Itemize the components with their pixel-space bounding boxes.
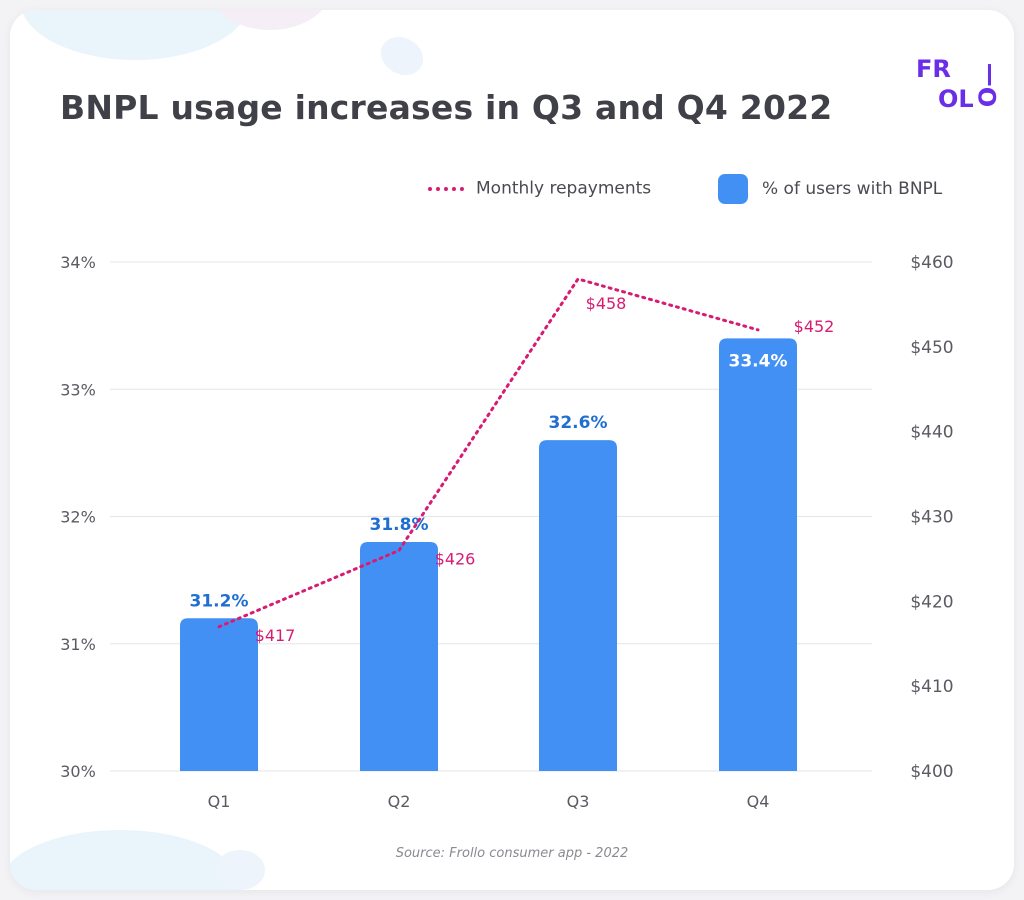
line-data-label: $458 [586,294,627,313]
bar-q2 [360,541,438,771]
y-right-tick-label: $410 [910,677,953,697]
bar-q4 [719,338,797,771]
logo-text-top: FR [916,55,951,83]
y-left-tick-label: 34% [60,253,96,272]
x-tick-label: Q1 [208,792,231,811]
line-data-label: $452 [794,317,835,336]
y-left-tick-label: 32% [60,508,96,527]
decorative-blob [215,850,265,890]
y-left-tick-label: 31% [60,635,96,654]
bar-q3 [539,440,617,771]
logo-text-bottom: OL [938,85,974,113]
x-tick-label: Q3 [567,792,590,811]
bar-q1 [180,618,258,771]
y-right-tick-label: $440 [910,423,953,443]
bar-data-label: 31.2% [190,591,249,611]
y-right-tick-label: $460 [910,253,953,273]
chart-title: BNPL usage increases in Q3 and Q4 2022 [60,88,833,127]
y-right-tick-label: $450 [910,338,953,358]
y-right-tick-label: $400 [910,762,953,782]
chart-plot: 30% 31% 32% 33% 34% $400 $410 $420 $430 $440 $450 $… [60,253,953,811]
y-right-tick-label: $420 [910,592,953,612]
y-left-tick-label: 33% [60,380,96,399]
legend-label-monthly-repayments: Monthly repayments [476,178,652,199]
legend-item-users-with-bnpl: % of users with BNPL [718,174,942,204]
line-data-label: $426 [435,549,476,568]
y-right-tick-label: $430 [910,508,953,528]
source-note: Source: Frollo consumer app - 2022 [395,846,629,861]
line-monthly-repayments [217,277,760,629]
legend-item-monthly-repayments: Monthly repayments [428,178,651,199]
x-tick-label: Q2 [388,792,411,811]
line-data-label: $417 [255,626,296,645]
bar-data-label: 32.6% [549,413,608,433]
bar-data-label: 33.4% [729,351,788,371]
legend-label-users-with-bnpl: % of users with BNPL [762,179,943,199]
legend-line-swatch [428,186,464,191]
bar-data-label: 31.8% [370,515,429,535]
y-left-tick-label: 30% [60,762,96,781]
chart-card: BNPL usage increases in Q3 and Q4 2022 F… [10,10,1014,890]
frollo-logo: FR OL O— [916,44,1002,114]
legend-bar-swatch [718,174,748,204]
x-tick-label: Q4 [747,792,770,811]
